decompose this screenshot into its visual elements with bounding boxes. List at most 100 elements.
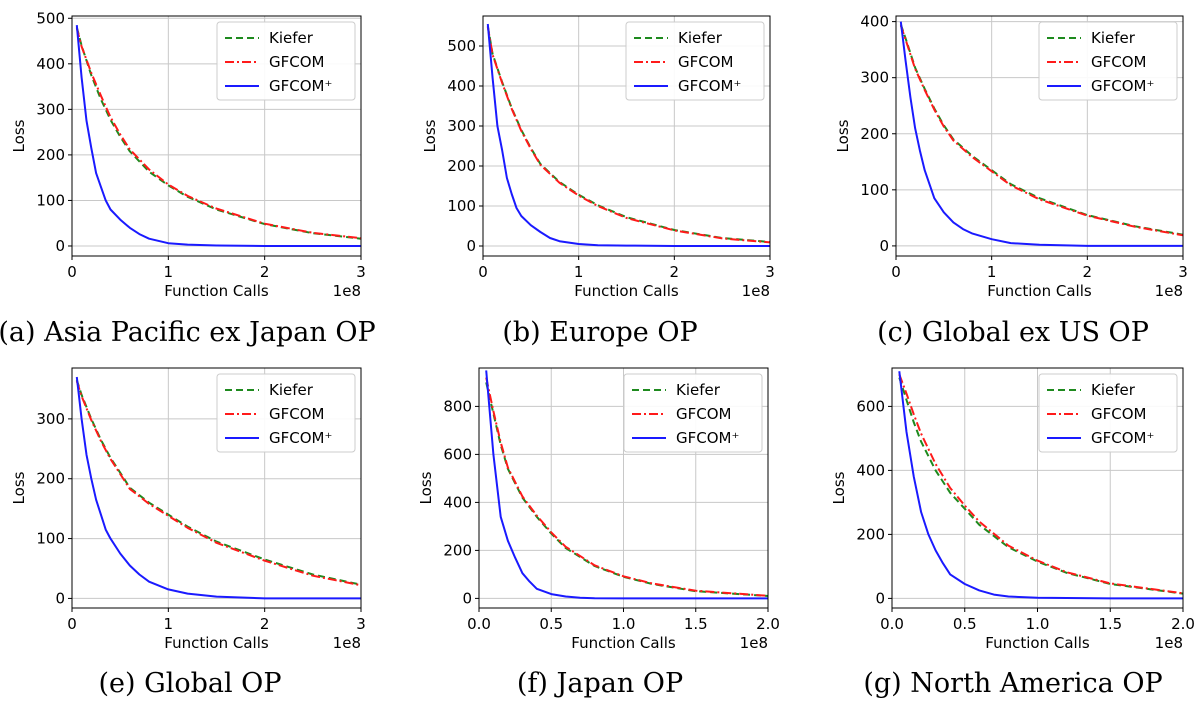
series-line-gfcom	[75, 380, 362, 587]
y-axis-label: Loss	[830, 471, 848, 504]
x-axis-label: Function Calls	[571, 634, 676, 652]
legend-box	[1038, 21, 1178, 101]
x-tick-label: 0	[67, 263, 77, 281]
x-axis-offset-label: 1e8	[333, 282, 361, 300]
y-tick-label: 200	[36, 470, 65, 488]
subfigure-caption: (a) Asia Pacific ex Japan OP	[0, 317, 376, 348]
x-tick-label: 0.5	[539, 615, 563, 633]
subplot-1: 0 1 2 3 0 100 200 300 400 500 Function Calls 1e8 Los…	[10, 9, 366, 300]
legend: Kiefer GFCOM GFCOM⁺	[216, 21, 356, 101]
x-axis-offset-label: 1e8	[1155, 282, 1183, 300]
series-line-gfcom-plus	[75, 376, 361, 600]
legend-box	[216, 21, 356, 101]
y-tick-label: 400	[443, 493, 472, 511]
x-tick-label: 2	[260, 615, 270, 633]
y-tick-label: 400	[36, 55, 65, 73]
series-line-gfcom-plus	[899, 21, 1183, 247]
y-tick-label: 0	[466, 237, 476, 255]
series-line-gfcom	[75, 28, 362, 240]
x-tick-label: 0.0	[880, 615, 904, 633]
subplot-3: 0 1 2 3 0 100 200 300 400 Function Calls 1e8 Loss Ki…	[834, 13, 1188, 300]
series-line-kiefer	[898, 377, 1184, 595]
y-tick-label: 200	[447, 157, 476, 175]
legend-label: Kiefer	[269, 381, 314, 399]
y-tick-label: 200	[860, 125, 889, 143]
plot-frame	[895, 15, 1184, 257]
series-line-gfcom	[899, 25, 1184, 237]
x-axis-offset-label: 1e8	[740, 634, 768, 652]
x-tick-label: 0	[67, 615, 77, 633]
x-tick-label: 0.0	[467, 615, 491, 633]
series-line-gfcom	[485, 377, 769, 597]
series-line-gfcom	[898, 374, 1184, 595]
y-axis-label: Loss	[421, 119, 439, 152]
series-line-kiefer	[899, 24, 1184, 236]
legend-label: GFCOM⁺	[269, 429, 332, 447]
series-line-gfcom	[486, 26, 771, 244]
y-tick-label: 600	[856, 397, 885, 415]
series-line-gfcom-plus	[898, 371, 1183, 600]
x-tick-label: 3	[1178, 263, 1188, 281]
x-tick-label: 2	[260, 263, 270, 281]
x-tick-label: 1.5	[1098, 615, 1122, 633]
x-tick-label: 0.5	[953, 615, 977, 633]
x-axis-label: Function Calls	[987, 282, 1092, 300]
x-axis-label: Function Calls	[574, 282, 679, 300]
x-tick-label: 2.0	[1171, 615, 1195, 633]
y-tick-label: 400	[860, 13, 889, 31]
y-tick-label: 300	[36, 100, 65, 118]
series-line-gfcom-plus	[75, 25, 361, 247]
x-axis-label: Function Calls	[985, 634, 1090, 652]
y-tick-label: 400	[856, 461, 885, 479]
y-tick-label: 500	[447, 37, 476, 55]
legend-box	[216, 373, 356, 453]
y-tick-label: 400	[447, 77, 476, 95]
subplot-6: 0.0 0.5 1.0 1.5 2.0 0 200 400 600 Function Calls 1…	[830, 367, 1195, 652]
y-tick-label: 500	[36, 9, 65, 27]
y-tick-label: 0	[55, 589, 65, 607]
x-tick-label: 1.0	[1026, 615, 1050, 633]
y-tick-label: 200	[443, 541, 472, 559]
subfigure-caption: (e) Global OP	[99, 668, 282, 699]
legend-label: Kiefer	[678, 29, 723, 47]
y-tick-label: 100	[860, 181, 889, 199]
x-tick-label: 1	[164, 263, 174, 281]
subplot-4: 0 1 2 3 0 100 200 300 Function Calls 1e8 Loss Kiefe…	[10, 367, 366, 652]
legend: Kiefer GFCOM GFCOM⁺	[216, 373, 356, 453]
plot-frame	[482, 15, 771, 257]
series-line-kiefer	[75, 27, 362, 240]
legend: Kiefer GFCOM GFCOM⁺	[1038, 373, 1178, 453]
y-tick-label: 0	[875, 589, 885, 607]
x-tick-label: 3	[765, 263, 775, 281]
plot-frame	[71, 367, 362, 609]
legend-label: GFCOM⁺	[676, 429, 739, 447]
subplot-5: 0.0 0.5 1.0 1.5 2.0 0 200 400 600 800 Function Cal…	[417, 367, 780, 652]
y-tick-label: 100	[36, 191, 65, 209]
x-tick-label: 2.0	[756, 615, 780, 633]
x-tick-label: 1.5	[684, 615, 708, 633]
y-tick-label: 0	[55, 237, 65, 255]
subfigure-caption: (f) Japan OP	[517, 668, 683, 699]
x-tick-label: 3	[356, 263, 366, 281]
subfigure-caption: (b) Europe OP	[502, 317, 697, 348]
y-tick-label: 600	[443, 445, 472, 463]
x-tick-label: 2	[670, 263, 680, 281]
y-tick-label: 300	[447, 117, 476, 135]
subfigure-caption: (g) North America OP	[863, 668, 1162, 699]
x-axis-offset-label: 1e8	[1155, 634, 1183, 652]
y-tick-label: 300	[36, 410, 65, 428]
y-axis-label: Loss	[10, 119, 28, 152]
y-tick-label: 100	[447, 197, 476, 215]
x-tick-label: 1.0	[612, 615, 636, 633]
legend-label: GFCOM⁺	[1091, 429, 1154, 447]
legend: Kiefer GFCOM GFCOM⁺	[1038, 21, 1178, 101]
x-tick-label: 0	[478, 263, 488, 281]
series-line-gfcom-plus	[485, 370, 768, 600]
legend-box	[1038, 373, 1178, 453]
x-axis-offset-label: 1e8	[333, 634, 361, 652]
legend: Kiefer GFCOM GFCOM⁺	[625, 21, 765, 101]
legend-label: GFCOM	[269, 405, 324, 423]
legend-box	[623, 373, 763, 453]
legend-label: GFCOM	[1091, 405, 1146, 423]
